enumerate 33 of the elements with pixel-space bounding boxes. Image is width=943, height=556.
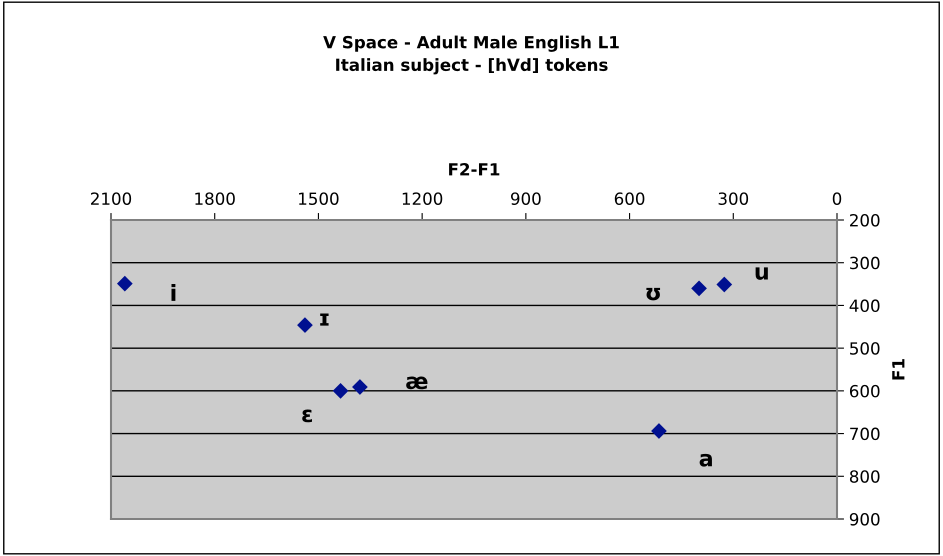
y-tick-label: 600 xyxy=(850,384,880,398)
x-tick-label: 2100 xyxy=(91,192,132,205)
y-tick-label: 700 xyxy=(850,428,880,440)
point xyxy=(117,276,132,292)
x-tick-label: 900 xyxy=(511,192,541,205)
x-tick-label: 300 xyxy=(718,192,748,205)
x-tick-label: 1200 xyxy=(402,192,442,205)
annotation: a xyxy=(700,454,712,467)
y-tick-label: 900 xyxy=(850,512,880,526)
y-tick-label: 800 xyxy=(850,470,880,483)
x-tick-label: 600 xyxy=(614,192,644,205)
point xyxy=(651,423,667,439)
annotation: æ xyxy=(406,376,428,390)
annotation: ɛ xyxy=(302,410,312,422)
point xyxy=(716,276,732,292)
x-axis-title: F2-F1 xyxy=(449,163,500,176)
y-tick-label: 500 xyxy=(850,342,880,355)
chart-title: V Space - Adult Male English L1 Italian subject - [hVd] tokens xyxy=(323,36,619,74)
y-tick-label: 300 xyxy=(850,256,880,270)
annotation: ʊ xyxy=(646,288,660,300)
annotation: ɪ xyxy=(320,314,329,326)
point xyxy=(332,383,348,398)
point xyxy=(297,318,313,333)
y-tick-label: 200 xyxy=(850,214,880,227)
point xyxy=(352,379,368,395)
x-tick-label: 0 xyxy=(832,192,842,205)
x-tick-label: 1500 xyxy=(299,192,339,205)
x-tick-label: 1800 xyxy=(195,192,235,205)
point xyxy=(691,280,707,296)
annotation: u xyxy=(756,267,768,280)
y-tick-label: 400 xyxy=(850,299,880,312)
annotation: i xyxy=(172,284,176,301)
y-axis-title: F1 xyxy=(892,359,904,380)
